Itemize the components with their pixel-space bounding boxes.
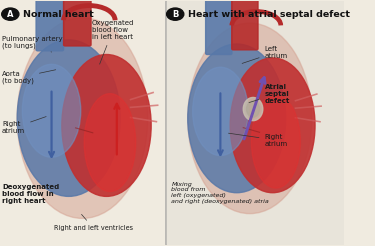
Text: A: A: [7, 10, 14, 19]
Circle shape: [2, 8, 19, 20]
Text: Mixing
blood from
left (oxygenated)
and right (deoxygenated) atria: Mixing blood from left (oxygenated) and …: [171, 182, 269, 204]
Text: Left
atrium: Left atrium: [242, 46, 288, 63]
FancyBboxPatch shape: [232, 0, 258, 50]
Circle shape: [166, 8, 184, 20]
Text: Pulmonary artery
(to lungs): Pulmonary artery (to lungs): [2, 35, 63, 52]
Text: Right and left ventricles: Right and left ventricles: [54, 214, 133, 231]
Text: Atrial
septal
defect: Atrial septal defect: [249, 84, 290, 104]
Text: Right
atrium: Right atrium: [2, 117, 46, 134]
Text: Aorta
(to body): Aorta (to body): [2, 70, 56, 84]
Text: Right
atrium: Right atrium: [228, 133, 288, 147]
Ellipse shape: [17, 18, 148, 218]
Text: Heart with atrial septal defect: Heart with atrial septal defect: [188, 10, 350, 19]
FancyBboxPatch shape: [166, 0, 350, 246]
Text: Oxygenated
blood flow
in left heart: Oxygenated blood flow in left heart: [92, 20, 134, 64]
Text: Deoxygenated
blood flow in
right heart: Deoxygenated blood flow in right heart: [2, 184, 59, 204]
Ellipse shape: [84, 94, 136, 191]
Ellipse shape: [193, 67, 248, 155]
Ellipse shape: [246, 101, 259, 117]
Ellipse shape: [243, 97, 263, 121]
FancyBboxPatch shape: [206, 0, 232, 55]
Ellipse shape: [188, 23, 312, 214]
Ellipse shape: [251, 95, 300, 188]
Ellipse shape: [230, 58, 315, 193]
FancyBboxPatch shape: [1, 1, 168, 245]
Ellipse shape: [17, 40, 120, 196]
Ellipse shape: [188, 44, 286, 193]
Ellipse shape: [22, 64, 81, 157]
FancyBboxPatch shape: [36, 0, 64, 51]
Text: B: B: [172, 10, 178, 19]
Ellipse shape: [62, 55, 151, 196]
FancyBboxPatch shape: [64, 0, 91, 46]
Text: Normal heart: Normal heart: [23, 10, 94, 19]
